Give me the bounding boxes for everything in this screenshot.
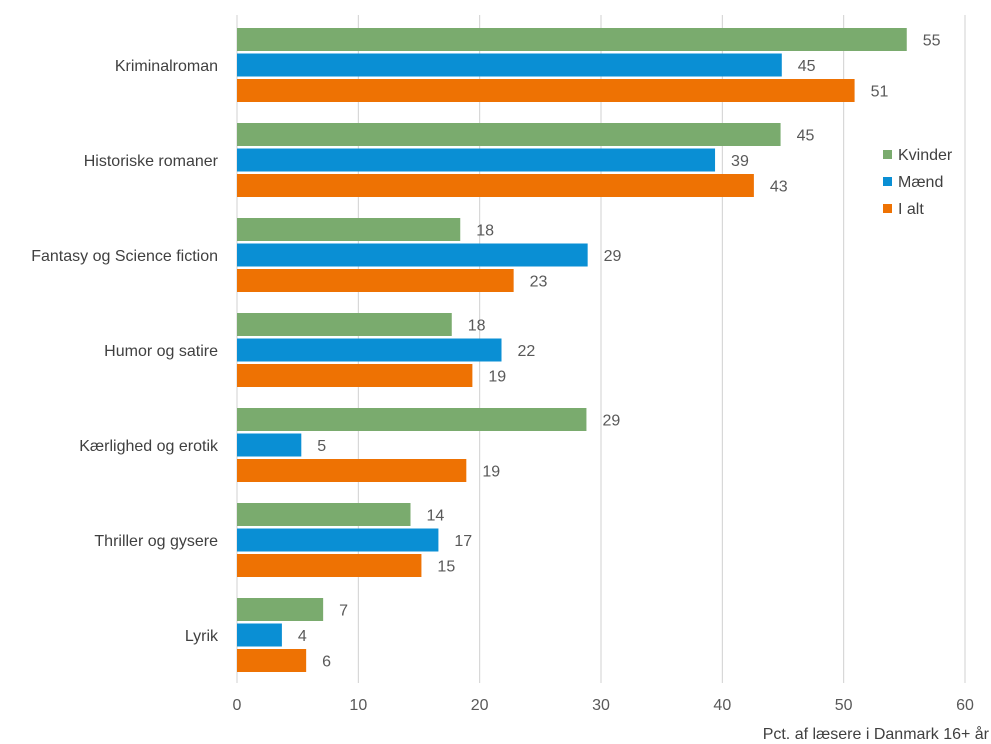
x-tick-label-60: 60 xyxy=(956,697,974,714)
data-label: 39 xyxy=(731,153,749,170)
x-axis-title: Pct. af læsere i Danmark 16+ år xyxy=(763,725,990,743)
x-axis-ticks: 0 10 20 30 40 50 60 xyxy=(233,697,974,714)
data-label: 43 xyxy=(770,179,788,196)
data-label: 7 xyxy=(339,603,348,620)
x-tick-label-0: 0 xyxy=(233,697,242,714)
bar-kvinder xyxy=(237,313,452,336)
bar-kvinder xyxy=(237,218,461,241)
x-tick-label-30: 30 xyxy=(592,697,610,714)
x-tick-label-50: 50 xyxy=(835,697,853,714)
data-label: 23 xyxy=(530,274,548,291)
bar-i-alt xyxy=(237,174,754,197)
legend: Kvinder Mænd I alt xyxy=(883,147,953,218)
bar-mænd xyxy=(237,528,439,552)
x-tick-label-40: 40 xyxy=(713,697,731,714)
data-label: 18 xyxy=(468,318,486,335)
data-label: 18 xyxy=(476,223,494,240)
bar-kvinder xyxy=(237,408,587,431)
legend-swatch xyxy=(883,204,892,213)
bar-kvinder xyxy=(237,123,781,146)
bar-i-alt xyxy=(237,364,473,387)
x-tick-label-20: 20 xyxy=(471,697,489,714)
bar-i-alt xyxy=(237,269,514,292)
data-label: 51 xyxy=(871,84,889,101)
bar-i-alt xyxy=(237,554,422,577)
category-label: Kærlighed og erotik xyxy=(79,438,219,455)
category-label: Kriminalroman xyxy=(115,58,218,75)
bar-mænd xyxy=(237,623,282,647)
legend-label: Kvinder xyxy=(898,147,953,164)
bars xyxy=(237,28,907,672)
bar-kvinder xyxy=(237,503,411,526)
bar-mænd xyxy=(237,243,588,267)
data-label: 14 xyxy=(427,508,445,525)
data-label: 6 xyxy=(322,654,331,671)
data-label: 55 xyxy=(923,33,941,50)
data-labels: 55 45 51 45 39 43 18 29 23 18 22 19 29 5 19 14 17 15 7 46 xyxy=(298,33,941,671)
bar-kvinder xyxy=(237,598,324,621)
bar-mænd xyxy=(237,338,502,362)
data-label: 19 xyxy=(488,369,506,386)
category-label: Thriller og gysere xyxy=(94,533,218,550)
category-label: Lyrik xyxy=(185,628,219,645)
category-label: Historiske romaner xyxy=(84,153,219,170)
legend-label: I alt xyxy=(898,201,924,218)
data-label: 45 xyxy=(798,58,816,75)
bar-i-alt xyxy=(237,459,467,482)
bar-mænd xyxy=(237,433,302,457)
bar-i-alt xyxy=(237,79,855,102)
data-label: 4 xyxy=(298,628,307,645)
legend-swatch xyxy=(883,150,892,159)
data-label: 19 xyxy=(482,464,500,481)
data-label: 17 xyxy=(454,533,472,550)
data-label: 22 xyxy=(518,343,536,360)
bar-i-alt xyxy=(237,649,307,672)
data-label: 29 xyxy=(604,248,622,265)
bar-mænd xyxy=(237,53,782,77)
data-label: 5 xyxy=(317,438,326,455)
data-label: 45 xyxy=(797,128,815,145)
data-label: 15 xyxy=(437,559,455,576)
data-label: 29 xyxy=(602,413,620,430)
x-tick-label-10: 10 xyxy=(349,697,367,714)
category-label: Humor og satire xyxy=(104,343,218,360)
bar-mænd xyxy=(237,148,716,172)
category-labels: Kriminalroman Historiske romaner Fantasy o… xyxy=(31,58,219,645)
legend-label: Mænd xyxy=(898,174,943,191)
legend-swatch xyxy=(883,177,892,186)
bar-kvinder xyxy=(237,28,907,51)
category-label: Fantasy og Science fiction xyxy=(31,248,218,265)
